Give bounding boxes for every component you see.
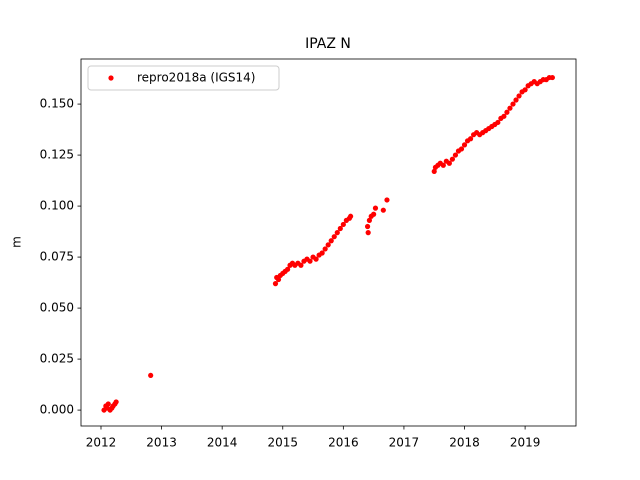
data-point: [467, 136, 474, 142]
data-point: [331, 234, 337, 240]
data-point: [446, 160, 452, 166]
data-point: [522, 87, 528, 93]
x-tick-label: 2014: [207, 436, 238, 450]
data-point: [516, 93, 522, 99]
data-point: [366, 217, 372, 223]
plot-frame: [80, 58, 577, 427]
data-point: [272, 281, 279, 287]
data-point: [440, 162, 446, 168]
data-point: [372, 205, 379, 211]
y-tick-label: 0.075: [40, 250, 74, 264]
data-point: [285, 266, 291, 272]
y-tick-label: 0.150: [40, 97, 74, 111]
y-tick-label: 0.100: [40, 199, 74, 213]
data-point: [113, 399, 119, 405]
data-point: [371, 211, 377, 217]
data-point: [549, 74, 555, 81]
legend-box: [87, 65, 280, 91]
x-tick-label: 2019: [510, 436, 541, 450]
y-axis-label: m: [10, 236, 24, 248]
data-point: [513, 97, 519, 103]
data-point: [328, 238, 334, 244]
data-point: [458, 146, 465, 152]
data-point: [298, 262, 304, 268]
data-point: [365, 230, 371, 236]
data-point: [461, 142, 468, 148]
data-point: [105, 401, 111, 407]
data-point: [364, 223, 371, 230]
data-point: [319, 250, 325, 256]
data-point: [507, 105, 513, 111]
y-tick-label: 0.025: [40, 352, 74, 366]
data-point: [495, 119, 501, 126]
y-tick-label: 0.000: [40, 403, 74, 417]
data-point: [449, 156, 456, 162]
data-point: [325, 242, 331, 248]
data-point: [307, 258, 313, 264]
chart-title: IPAZ N: [305, 36, 351, 52]
data-point: [322, 246, 328, 252]
data-point: [340, 221, 346, 228]
data-point: [275, 276, 282, 283]
legend-marker: [108, 75, 114, 81]
x-tick-label: 2013: [146, 436, 177, 450]
data-point: [504, 109, 510, 115]
legend-label: repro2018a (IGS14): [137, 71, 255, 85]
data-point: [384, 197, 390, 203]
data-point: [452, 152, 459, 158]
y-tick-label: 0.125: [40, 148, 74, 162]
data-point: [348, 213, 354, 219]
data-point: [501, 113, 507, 119]
data-point: [337, 225, 343, 232]
data-point: [334, 230, 340, 236]
data-point: [148, 372, 154, 379]
data-point: [510, 101, 516, 107]
data-point: [431, 168, 437, 175]
x-tick-label: 2016: [328, 436, 359, 450]
y-tick-label: 0.050: [40, 301, 74, 315]
x-tick-label: 2015: [267, 436, 298, 450]
data-point: [313, 256, 319, 262]
x-tick-label: 2018: [449, 436, 480, 450]
x-tick-label: 2012: [86, 436, 117, 450]
x-tick-label: 2017: [389, 436, 420, 450]
data-point: [380, 207, 386, 213]
